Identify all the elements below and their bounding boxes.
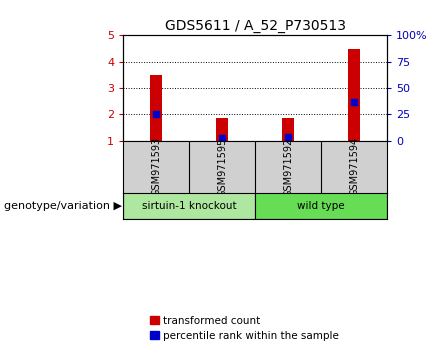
Title: GDS5611 / A_52_P730513: GDS5611 / A_52_P730513 xyxy=(165,19,346,33)
Text: sirtuin-1 knockout: sirtuin-1 knockout xyxy=(142,201,237,211)
Bar xyxy=(150,75,162,141)
Bar xyxy=(348,49,360,141)
Text: wild type: wild type xyxy=(297,201,345,211)
Legend: transformed count, percentile rank within the sample: transformed count, percentile rank withi… xyxy=(146,312,343,345)
Text: GSM971593: GSM971593 xyxy=(151,137,161,196)
Text: GSM971594: GSM971594 xyxy=(349,137,359,196)
Bar xyxy=(255,193,387,219)
Bar xyxy=(282,118,294,141)
Text: GSM971592: GSM971592 xyxy=(283,137,293,196)
Text: GSM971595: GSM971595 xyxy=(217,137,227,196)
Text: genotype/variation ▶: genotype/variation ▶ xyxy=(4,201,122,211)
Bar xyxy=(216,118,228,141)
Bar xyxy=(123,193,255,219)
